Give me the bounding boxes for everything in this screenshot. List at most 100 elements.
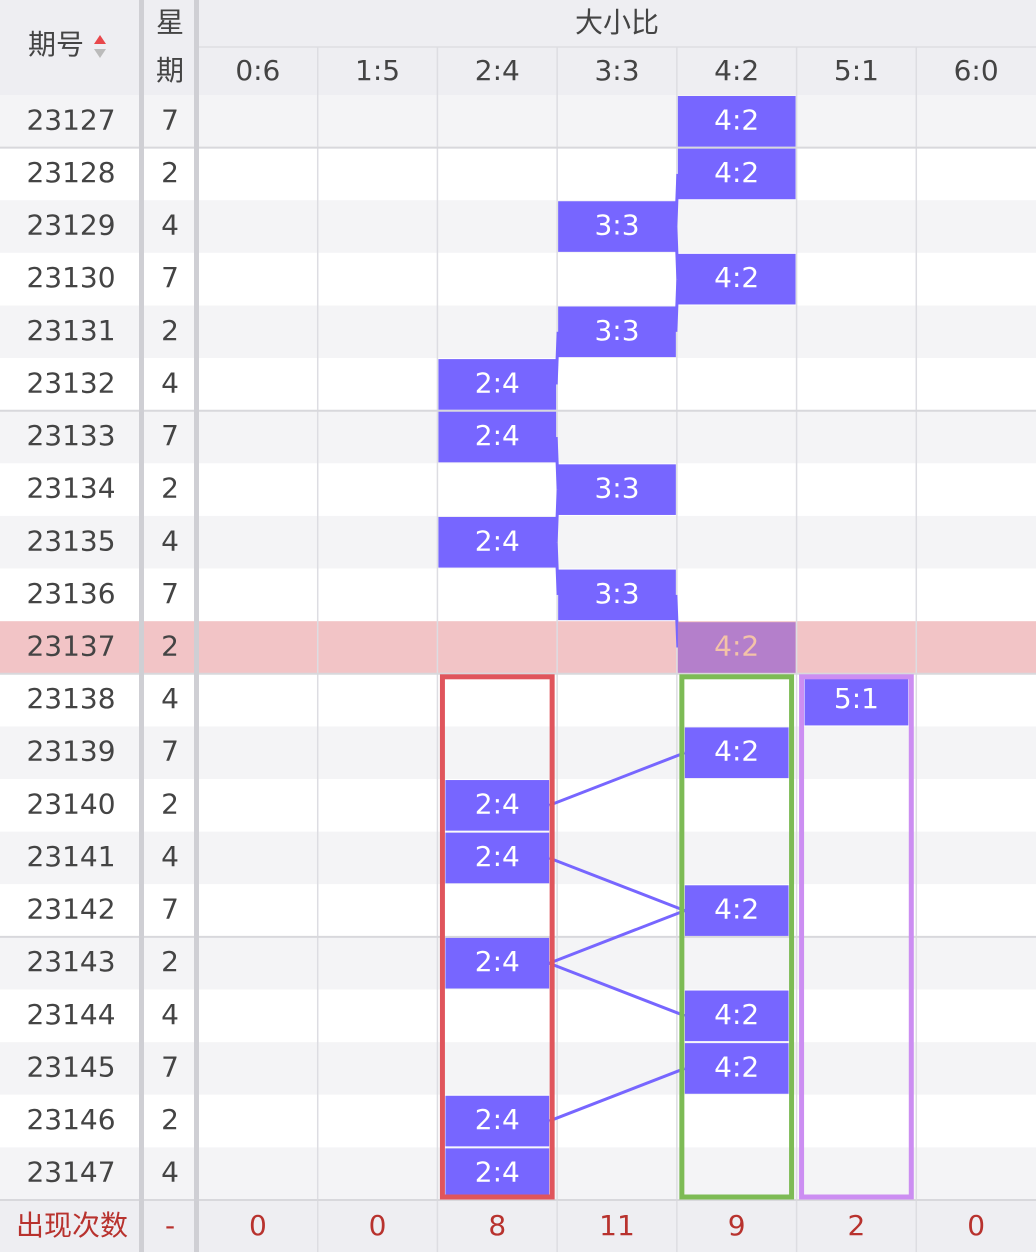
ratio-value: 4:2 [714,1050,759,1083]
ratio-value: 2:4 [475,1103,520,1136]
weekday: 7 [161,103,179,136]
column-header: 3:3 [594,54,639,87]
count: 2 [848,1209,866,1242]
column-header: 5:1 [834,54,879,87]
issue: 23127 [26,103,115,136]
ratio-cell [677,148,796,200]
issue: 23128 [26,156,115,189]
weekday: 2 [161,1103,179,1136]
ratio-value: 2:4 [475,366,520,399]
column-separator [194,0,199,1252]
weekday: 4 [161,366,179,399]
count: 8 [488,1209,506,1242]
column-separator [139,0,144,1252]
weekday: 7 [161,735,179,768]
count: 9 [728,1209,746,1242]
ratio-value: 2:4 [475,524,520,557]
weekday: 4 [161,998,179,1031]
ratio-value: 4:2 [714,893,759,926]
sort-up-icon [94,35,106,44]
footer-weekday: - [165,1209,175,1242]
issue: 23133 [26,419,115,452]
ratio-cell [558,306,676,358]
connector-line [548,1067,686,1123]
group-box [439,674,555,1200]
weekday: 7 [161,419,179,452]
connector-line [554,436,560,490]
column-header: 4:2 [714,54,759,87]
issue: 23138 [26,682,115,715]
issue: 23146 [26,1103,115,1136]
ratio-cell [438,359,557,410]
ratio-cell [804,674,909,726]
count: 0 [967,1209,985,1242]
count: 0 [369,1209,387,1242]
sort-down-icon [94,49,106,58]
group-header: 大小比 [575,6,659,39]
issue: 23134 [26,472,115,505]
issue: 23132 [26,366,115,399]
ratio-value: 3:3 [594,209,639,242]
ratio-value: 2:4 [475,1156,520,1189]
weekday: 2 [161,787,179,820]
footer-label: 出现次数 [16,1209,128,1242]
weekday: 4 [161,840,179,873]
issue: 23136 [26,577,115,610]
ratio-cell [445,780,550,831]
ratio-cell [558,464,676,515]
ratio-cell [684,990,789,1042]
issue: 23135 [26,524,115,557]
issue: 23131 [26,314,115,347]
row-bg [0,1042,1036,1095]
count: 11 [599,1209,635,1242]
issue: 23147 [26,1156,115,1189]
ratio-value: 4:2 [714,261,759,294]
ratio-value: 2:4 [475,787,520,820]
column-header: 0:6 [235,54,280,87]
ratio-cell [684,727,789,779]
connector-line [674,226,680,280]
issue: 23139 [26,735,115,768]
row-bg [0,726,1036,780]
weekday: 2 [161,314,179,347]
ratio-cell [445,1095,550,1147]
weekday: 7 [161,1050,179,1083]
issue: 23140 [26,787,115,820]
connector-line [674,279,680,332]
row-bg [0,95,1036,148]
issue: 23137 [26,630,115,663]
ratio-cell [677,96,796,147]
column-header: 1:5 [355,54,400,87]
weekday: 2 [161,156,179,189]
ratio-value: 2:4 [475,840,520,873]
connector-line [554,489,560,543]
weekday: 7 [161,577,179,610]
column-header: 6:0 [954,54,999,87]
weekday-header: 星期 [156,6,184,87]
issue: 23143 [26,945,115,978]
ratio-cell [684,885,789,936]
weekday: 4 [161,524,179,557]
row-bg [0,884,1036,937]
issue: 23144 [26,998,115,1031]
ratio-value: 2:4 [475,945,520,978]
ratio-cell [445,937,550,989]
ratio-cell [438,411,557,463]
weekday: 4 [161,209,179,242]
ratio-cell [558,569,676,621]
issue: 23130 [26,261,115,294]
ratio-cell [677,622,796,673]
group-box [799,674,914,1200]
weekday: 7 [161,893,179,926]
footer-bg [0,1200,1036,1252]
row-bg [0,252,1036,306]
connector-line [548,961,686,1018]
ratio-value: 4:2 [714,103,759,136]
row-bg [0,463,1036,516]
issue: 23142 [26,893,115,926]
ratio-value: 3:3 [594,577,639,610]
row-bg [0,621,1036,674]
connector-line [674,173,680,227]
